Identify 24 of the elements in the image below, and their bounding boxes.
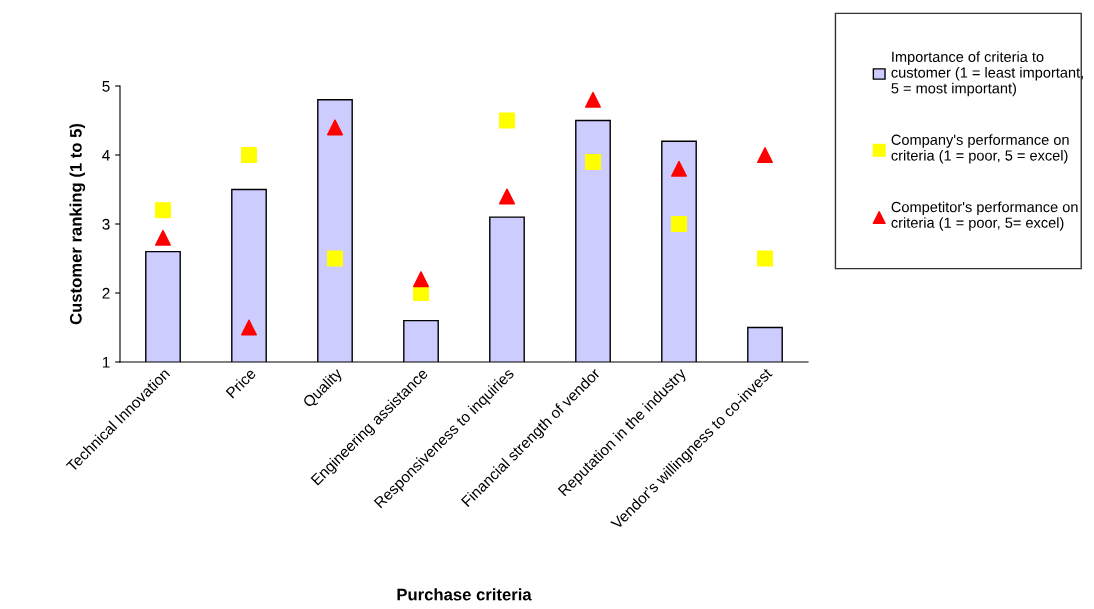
point (585, 91, 601, 108)
point (241, 147, 257, 163)
y-axis-title: Customer ranking (1 to 5) (69, 123, 86, 325)
point (671, 216, 687, 232)
point (155, 229, 171, 246)
point (757, 250, 773, 267)
point (499, 112, 515, 129)
legend-label: Company's performance on criteria (1 = poor, 5 = excel) (891, 134, 1069, 164)
point (585, 153, 601, 170)
y-tick-label: 2 (102, 287, 110, 299)
y-tick-label: 4 (102, 150, 110, 161)
y-tick-label: 3 (102, 218, 110, 230)
x-axis-title: Purchase criteria (397, 588, 532, 601)
point (241, 319, 257, 336)
y-tick-label: 5 (102, 81, 110, 92)
point (499, 188, 515, 205)
y-tick-label: 1 (102, 357, 110, 368)
point (413, 271, 429, 288)
point (757, 147, 773, 163)
legend-label: Competitor's performance on criteria (1 = poor, 5= excel) (891, 201, 1078, 231)
point (327, 119, 343, 136)
point (155, 202, 171, 219)
point (671, 160, 687, 177)
point (327, 250, 343, 267)
